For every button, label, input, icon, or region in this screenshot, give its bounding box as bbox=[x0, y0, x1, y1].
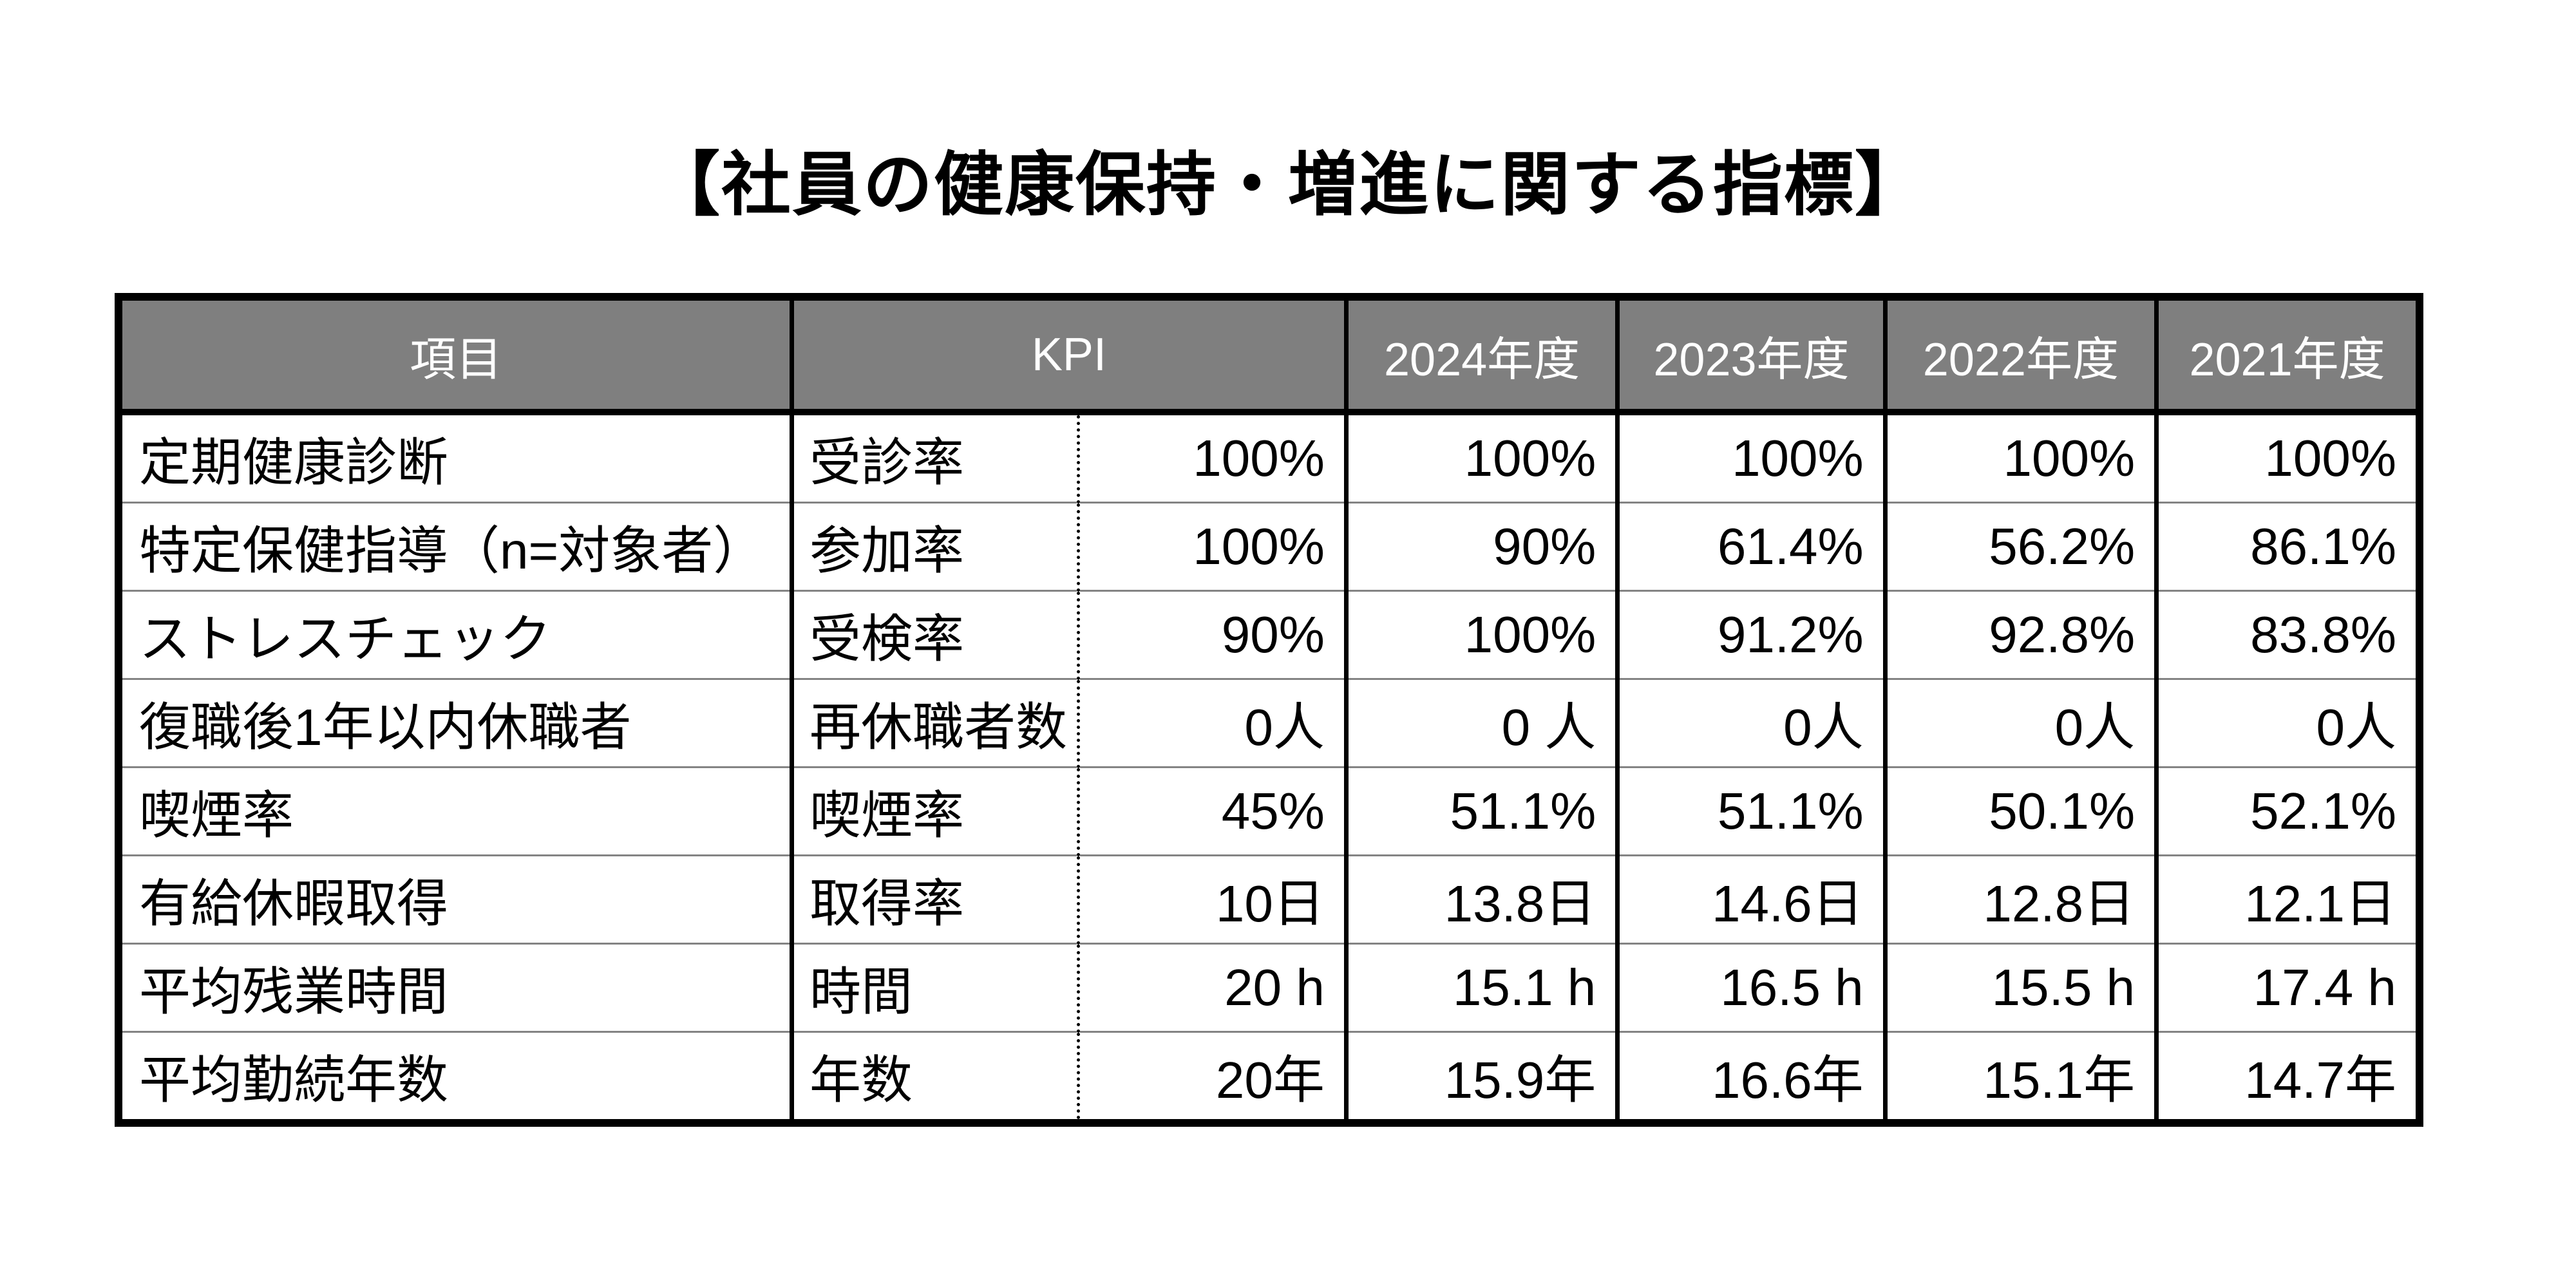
cell-year-value: 15.5 h bbox=[1882, 943, 2157, 1032]
cell-year-value: 100% bbox=[1343, 590, 1618, 679]
cell-kpi-target: 20 h bbox=[1077, 943, 1347, 1032]
cell-year-value: 14.7年 bbox=[2154, 1031, 2420, 1123]
table-row: 平均勤続年数 年数 20年 15.9年 16.6年 15.1年 14.7年 bbox=[118, 1031, 2420, 1123]
cell-kpi-target: 20年 bbox=[1077, 1031, 1347, 1123]
cell-kpi-target: 10日 bbox=[1077, 854, 1347, 944]
cell-year-value: 50.1% bbox=[1882, 766, 2157, 856]
cell-year-value: 61.4% bbox=[1615, 502, 1886, 591]
cell-kpi-target: 0人 bbox=[1077, 678, 1347, 768]
cell-year-value: 16.6年 bbox=[1615, 1031, 1886, 1123]
table-row: ストレスチェック 受検率 90% 100% 91.2% 92.8% 83.8% bbox=[118, 590, 2420, 679]
cell-item: 特定保健指導（n=対象者） bbox=[118, 502, 792, 591]
table-row: 平均残業時間 時間 20 h 15.1 h 16.5 h 15.5 h 17.4… bbox=[118, 943, 2420, 1032]
cell-year-value: 91.2% bbox=[1615, 590, 1886, 679]
col-header-year-2021: 2021年度 bbox=[2154, 297, 2420, 415]
cell-year-value: 15.1年 bbox=[1882, 1031, 2157, 1123]
table-row: 定期健康診断 受診率 100% 100% 100% 100% 100% bbox=[118, 412, 2420, 503]
cell-year-value: 12.8日 bbox=[1882, 854, 2157, 944]
cell-year-value: 12.1日 bbox=[2154, 854, 2420, 944]
table-row: 復職後1年以内休職者 再休職者数 0人 0 人 0人 0人 0人 bbox=[118, 678, 2420, 768]
table-row: 喫煙率 喫煙率 45% 51.1% 51.1% 50.1% 52.1% bbox=[118, 766, 2420, 856]
cell-year-value: 52.1% bbox=[2154, 766, 2420, 856]
kpi-table: 項目 KPI 2024年度 2023年度 2022年度 2021年度 定期健康診… bbox=[115, 293, 2423, 1127]
cell-year-value: 100% bbox=[1343, 412, 1618, 503]
header-row: 項目 KPI 2024年度 2023年度 2022年度 2021年度 bbox=[118, 297, 2420, 415]
cell-year-value: 16.5 h bbox=[1615, 943, 1886, 1032]
page-title: 【社員の健康保持・増進に関する指標】 bbox=[650, 146, 1926, 223]
cell-kpi: 受検率 bbox=[789, 590, 1079, 679]
cell-year-value: 13.8日 bbox=[1343, 854, 1618, 944]
cell-year-value: 0人 bbox=[2154, 678, 2420, 768]
cell-year-value: 0人 bbox=[1615, 678, 1886, 768]
cell-year-value: 100% bbox=[1615, 412, 1886, 503]
cell-year-value: 83.8% bbox=[2154, 590, 2420, 679]
cell-item: ストレスチェック bbox=[118, 590, 792, 679]
table-row: 有給休暇取得 取得率 10日 13.8日 14.6日 12.8日 12.1日 bbox=[118, 854, 2420, 944]
cell-year-value: 15.9年 bbox=[1343, 1031, 1618, 1123]
cell-year-value: 0 人 bbox=[1343, 678, 1618, 768]
cell-kpi-target: 90% bbox=[1077, 590, 1347, 679]
cell-year-value: 14.6日 bbox=[1615, 854, 1886, 944]
table-row: 特定保健指導（n=対象者） 参加率 100% 90% 61.4% 56.2% 8… bbox=[118, 502, 2420, 591]
cell-year-value: 51.1% bbox=[1615, 766, 1886, 856]
cell-year-value: 90% bbox=[1343, 502, 1618, 591]
col-header-item: 項目 bbox=[118, 297, 792, 415]
cell-kpi-target: 100% bbox=[1077, 412, 1347, 503]
cell-kpi: 取得率 bbox=[789, 854, 1079, 944]
cell-kpi: 年数 bbox=[789, 1031, 1079, 1123]
cell-kpi: 再休職者数 bbox=[789, 678, 1079, 768]
cell-item: 平均残業時間 bbox=[118, 943, 792, 1032]
cell-year-value: 0人 bbox=[1882, 678, 2157, 768]
cell-kpi: 時間 bbox=[789, 943, 1079, 1032]
cell-item: 有給休暇取得 bbox=[118, 854, 792, 944]
cell-year-value: 51.1% bbox=[1343, 766, 1618, 856]
cell-year-value: 15.1 h bbox=[1343, 943, 1618, 1032]
cell-year-value: 100% bbox=[1882, 412, 2157, 503]
col-header-year-2023: 2023年度 bbox=[1615, 297, 1886, 415]
cell-item: 定期健康診断 bbox=[139, 434, 448, 491]
cell-kpi-target: 45% bbox=[1077, 766, 1347, 856]
col-header-year-2024: 2024年度 bbox=[1343, 297, 1618, 415]
col-header-kpi: KPI bbox=[790, 297, 1347, 415]
cell-year-value: 100% bbox=[2154, 412, 2420, 503]
cell-item: 喫煙率 bbox=[118, 766, 792, 856]
cell-year-value: 92.8% bbox=[1882, 590, 2157, 679]
cell-year-value: 86.1% bbox=[2154, 502, 2420, 591]
cell-year-value: 56.2% bbox=[1882, 502, 2157, 591]
cell-kpi: 喫煙率 bbox=[789, 766, 1079, 856]
cell-item: 復職後1年以内休職者 bbox=[118, 678, 792, 768]
cell-kpi: 参加率 bbox=[789, 502, 1079, 591]
cell-item: 平均勤続年数 bbox=[118, 1031, 792, 1123]
cell-kpi-target: 100% bbox=[1077, 502, 1347, 591]
col-header-year-2022: 2022年度 bbox=[1882, 297, 2157, 415]
cell-kpi: 受診率 bbox=[789, 412, 1079, 503]
cell-year-value: 17.4 h bbox=[2154, 943, 2420, 1032]
